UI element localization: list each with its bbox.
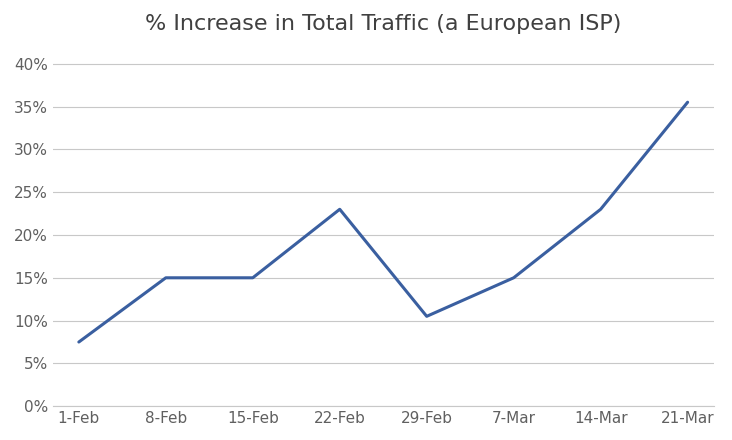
Title: % Increase in Total Traffic (a European ISP): % Increase in Total Traffic (a European …: [145, 14, 621, 34]
